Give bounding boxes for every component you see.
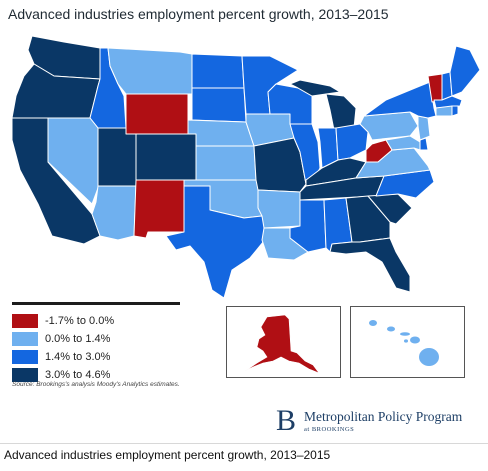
legend-item: 1.4% to 3.0% — [12, 348, 192, 365]
legend-label: 1.4% to 3.0% — [45, 350, 111, 363]
caption-divider — [0, 443, 488, 444]
state-connecticut — [435, 105, 453, 117]
brookings-logo: B — [276, 404, 297, 437]
island-oahu — [387, 326, 395, 332]
state-arizona — [91, 185, 137, 241]
legend-swatch — [12, 367, 38, 382]
state-south-dakota — [191, 87, 247, 123]
legend-swatch — [12, 349, 38, 364]
source-note: Source: Brookings's analysis Moody's Ana… — [12, 381, 180, 388]
state-ohio — [335, 123, 369, 161]
brookings-branding: B Metropolitan Policy Program at BROOKIN… — [276, 406, 462, 436]
state-michigan-lower — [325, 93, 357, 131]
state-north-dakota — [191, 53, 245, 89]
state-new-york — [363, 81, 437, 119]
island-lanai — [404, 339, 408, 343]
alaska-inset — [226, 306, 341, 378]
island-maui — [410, 336, 420, 344]
legend-item: 0.0% to 1.4% — [12, 330, 192, 347]
state-michigan-upper — [289, 79, 341, 97]
state-arkansas — [257, 189, 301, 229]
state-montana — [107, 47, 193, 95]
image-caption: Advanced industries employment percent g… — [4, 448, 331, 462]
legend-label: 3.0% to 4.6% — [45, 368, 111, 381]
island-big-island — [419, 348, 439, 366]
legend-swatch — [12, 313, 38, 328]
state-florida — [329, 237, 411, 293]
island-molokai — [400, 332, 410, 336]
state-utah — [97, 127, 137, 187]
state-nebraska — [187, 119, 255, 147]
state-new-mexico — [133, 179, 185, 239]
alaska-map — [244, 314, 320, 374]
state-hawaii — [369, 320, 439, 366]
us-choropleth-map — [11, 35, 481, 299]
program-name: Metropolitan Policy Program — [304, 409, 463, 424]
program-subtitle: at BROOKINGS — [304, 426, 355, 433]
state-colorado — [135, 133, 197, 181]
legend-swatch — [12, 331, 38, 346]
hawaii-inset — [350, 306, 465, 378]
legend-item: 3.0% to 4.6% — [12, 366, 192, 383]
legend-item: -1.7% to 0.0% — [12, 312, 192, 329]
state-maine — [449, 45, 481, 97]
state-texas — [165, 185, 269, 299]
hawaii-map — [369, 320, 439, 366]
state-wyoming — [125, 93, 189, 135]
state-kansas — [195, 145, 257, 181]
legend-label: 0.0% to 1.4% — [45, 332, 111, 345]
island-kauai — [369, 320, 377, 326]
map-legend: -1.7% to 0.0% 0.0% to 1.4% 1.4% to 3.0% … — [12, 312, 192, 384]
legend-rule — [12, 302, 180, 305]
state-alaska — [244, 314, 320, 374]
state-rhode-island — [451, 105, 459, 117]
legend-label: -1.7% to 0.0% — [45, 314, 115, 327]
map-title: Advanced industries employment percent g… — [8, 6, 389, 22]
state-new-jersey — [417, 115, 431, 141]
